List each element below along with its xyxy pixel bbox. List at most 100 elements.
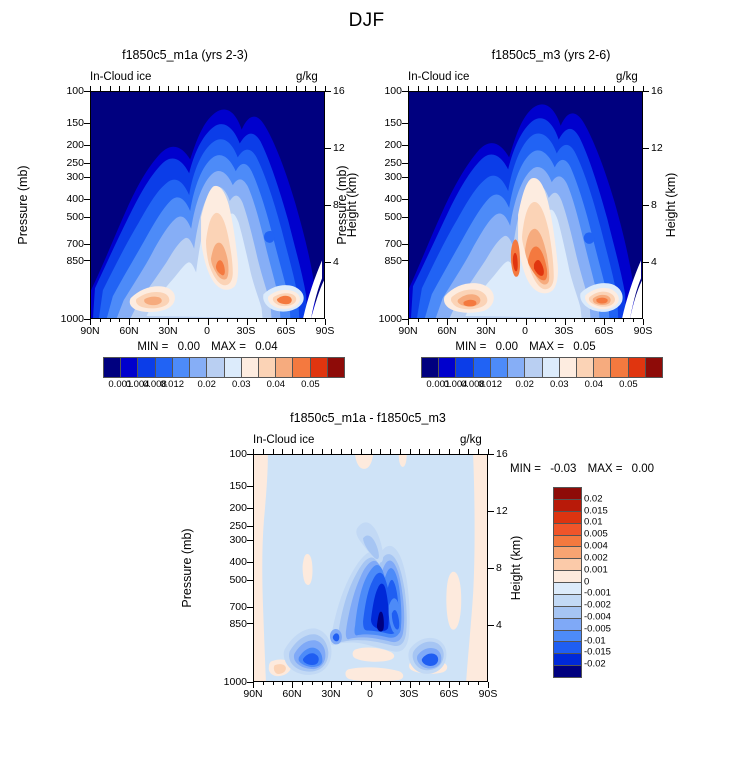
axis-tick-mark bbox=[315, 86, 317, 91]
panel-diff-max-value: 0.00 bbox=[631, 463, 655, 475]
axis-tick-mark bbox=[408, 86, 409, 91]
colorbar-swatch[interactable] bbox=[554, 488, 581, 500]
colorbar-tick-label: 0.004 bbox=[125, 379, 150, 390]
colorbar-swatch[interactable] bbox=[554, 618, 581, 631]
axis-tick-mark bbox=[643, 205, 649, 206]
axis-tick-mark bbox=[525, 86, 527, 91]
colorbar-swatch[interactable] bbox=[172, 358, 191, 377]
colorbar-swatch[interactable] bbox=[155, 358, 173, 377]
axis-tick-mark bbox=[119, 319, 121, 322]
colorbar-swatch[interactable] bbox=[554, 535, 581, 548]
colorbar-swatch[interactable] bbox=[576, 358, 595, 377]
axis-tick-mark bbox=[402, 122, 408, 124]
colorbar-swatch[interactable] bbox=[241, 358, 259, 377]
tick-pressure-150: 150 bbox=[384, 116, 402, 129]
colorbar-swatch[interactable] bbox=[554, 499, 581, 512]
colorbar-tick-label: -0.02 bbox=[584, 658, 606, 670]
colorbar-tick-label: 0 bbox=[584, 576, 590, 587]
colorbar-swatch[interactable] bbox=[224, 358, 242, 377]
colorbar-swatch[interactable] bbox=[554, 571, 581, 583]
colorbar-right[interactable] bbox=[421, 357, 663, 378]
tick-pressure-100: 100 bbox=[384, 85, 402, 97]
axis-tick-mark bbox=[408, 319, 409, 325]
axis-tick-mark bbox=[574, 319, 576, 322]
colorbar-swatch[interactable] bbox=[645, 358, 663, 377]
panel-diff-max-label: MAX = bbox=[587, 463, 623, 475]
colorbar-swatch[interactable] bbox=[508, 358, 526, 377]
tick-pressure-500: 500 bbox=[229, 573, 247, 586]
axis-tick-mark bbox=[419, 449, 421, 454]
panel-diff-pressure-axis-label: Pressure (mb) bbox=[180, 528, 194, 608]
tick-height-12: 12 bbox=[333, 142, 345, 154]
colorbar-swatch[interactable] bbox=[121, 358, 139, 377]
axis-tick-mark bbox=[325, 319, 326, 325]
axis-tick-mark bbox=[370, 682, 372, 688]
tick-height-16: 16 bbox=[333, 85, 345, 97]
colorbar-tick-label: 0.01 bbox=[584, 516, 603, 528]
colorbar-tick-label: -0.002 bbox=[584, 599, 611, 611]
axis-tick-mark bbox=[496, 86, 498, 91]
axis-tick-mark bbox=[466, 319, 468, 322]
panel-diff-units-label: g/kg bbox=[460, 434, 482, 446]
colorbar-swatch[interactable] bbox=[327, 358, 345, 377]
axis-tick-mark bbox=[370, 449, 372, 454]
colorbar-diff[interactable] bbox=[553, 487, 582, 678]
colorbar-swatch[interactable] bbox=[628, 358, 646, 377]
colorbar-swatch[interactable] bbox=[554, 523, 581, 536]
axis-tick-mark bbox=[285, 319, 287, 325]
axis-tick-mark bbox=[402, 244, 408, 246]
axis-tick-mark bbox=[187, 86, 189, 91]
axis-tick-mark bbox=[505, 319, 507, 322]
tick-lat-90N: 90N bbox=[243, 688, 263, 700]
colorbar-swatch[interactable] bbox=[439, 358, 457, 377]
colorbar-swatch[interactable] bbox=[554, 583, 581, 595]
tick-height-8: 8 bbox=[496, 562, 502, 574]
colorbar-swatch[interactable] bbox=[554, 642, 581, 655]
axis-tick-mark bbox=[256, 319, 258, 322]
panel-right-title: f1850c5_m3 (yrs 2-6) bbox=[491, 48, 611, 62]
colorbar-swatch[interactable] bbox=[490, 358, 509, 377]
axis-tick-mark bbox=[486, 86, 488, 91]
panel-left-units-label: g/kg bbox=[296, 71, 318, 83]
axis-tick-mark bbox=[119, 86, 121, 91]
colorbar-swatch[interactable] bbox=[554, 606, 581, 619]
axis-tick-mark bbox=[488, 449, 489, 454]
colorbar-swatch[interactable] bbox=[138, 358, 156, 377]
colorbar-swatch[interactable] bbox=[456, 358, 474, 377]
colorbar-swatch[interactable] bbox=[554, 511, 581, 524]
colorbar-swatch[interactable] bbox=[276, 358, 294, 377]
colorbar-swatch[interactable] bbox=[310, 358, 328, 377]
axis-tick-mark bbox=[84, 260, 90, 262]
colorbar-swatch[interactable] bbox=[473, 358, 491, 377]
colorbar-swatch[interactable] bbox=[554, 594, 581, 607]
colorbar-swatch[interactable] bbox=[422, 358, 440, 377]
colorbar-swatch[interactable] bbox=[258, 358, 277, 377]
axis-tick-mark bbox=[285, 86, 287, 91]
colorbar-swatch[interactable] bbox=[554, 547, 581, 560]
axis-tick-mark bbox=[603, 86, 605, 91]
colorbar-swatch[interactable] bbox=[554, 630, 581, 643]
colorbar-swatch[interactable] bbox=[207, 358, 225, 377]
colorbar-swatch[interactable] bbox=[104, 358, 122, 377]
colorbar-swatch[interactable] bbox=[611, 358, 629, 377]
tick-lat-30S: 30S bbox=[236, 325, 256, 337]
colorbar-swatch[interactable] bbox=[525, 358, 543, 377]
axis-tick-mark bbox=[253, 449, 254, 454]
colorbar-swatch[interactable] bbox=[554, 654, 581, 667]
tick-pressure-700: 700 bbox=[66, 238, 84, 251]
colorbar-swatch[interactable] bbox=[293, 358, 311, 377]
panel-diff: f1850c5_m1a - f1850c5_m3 In-Cloud ice g/… bbox=[180, 403, 549, 723]
tick-lat-60S: 60S bbox=[276, 325, 296, 337]
colorbar-swatch[interactable] bbox=[554, 559, 581, 572]
axis-tick-mark bbox=[90, 86, 91, 91]
colorbar-tick-label: -0.004 bbox=[584, 611, 611, 623]
axis-tick-mark bbox=[429, 682, 431, 685]
axis-tick-mark bbox=[409, 449, 411, 454]
colorbar-swatch[interactable] bbox=[542, 358, 560, 377]
colorbar-swatch[interactable] bbox=[554, 666, 581, 677]
tick-pressure-850: 850 bbox=[229, 617, 247, 630]
colorbar-left[interactable] bbox=[103, 357, 345, 378]
colorbar-swatch[interactable] bbox=[559, 358, 577, 377]
colorbar-swatch[interactable] bbox=[190, 358, 208, 377]
colorbar-swatch[interactable] bbox=[594, 358, 612, 377]
